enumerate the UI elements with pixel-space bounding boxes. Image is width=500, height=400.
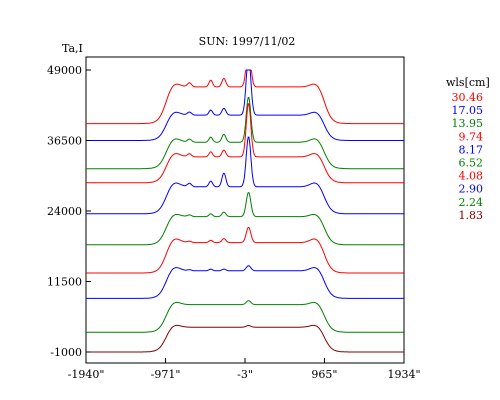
spectral-curves [86, 69, 404, 353]
series-line-30.46 [86, 69, 404, 125]
y-axis-label: Ta,I [62, 42, 83, 55]
legend-item: 1.83 [459, 209, 484, 222]
x-tick-label: 965" [311, 368, 337, 381]
legend: 30.4617.0513.959.748.176.524.082.902.241… [452, 91, 484, 222]
series-line-9.74 [86, 103, 404, 184]
legend-item: 30.46 [452, 91, 484, 104]
legend-item: 9.74 [459, 130, 484, 143]
legend-item: 8.17 [459, 143, 484, 156]
series-line-2.24 [86, 300, 404, 333]
series-line-13.95 [86, 97, 404, 170]
legend-item: 17.05 [452, 104, 484, 117]
legend-item: 2.90 [459, 183, 484, 196]
series-line-8.17 [86, 136, 404, 215]
y-tick-label: -1000 [50, 346, 82, 359]
x-tick-label: -3" [237, 368, 253, 381]
chart-title: SUN: 1997/11/02 [199, 35, 296, 48]
x-tick-label: -1940" [68, 368, 105, 381]
x-tick-label: 1934" [387, 368, 420, 381]
series-line-17.05 [86, 69, 404, 141]
legend-title: wls[cm] [446, 76, 490, 89]
axes-ticks: -1940" -971" -3" 965" 1934" 49000 36500 24000 11… [47, 64, 421, 381]
y-tick-label: 36500 [47, 135, 82, 148]
y-tick-label: 11500 [47, 276, 82, 289]
legend-item: 4.08 [459, 170, 484, 183]
y-tick-label: 49000 [47, 64, 82, 77]
series-line-1.83 [86, 324, 404, 353]
series-line-4.08 [86, 227, 404, 274]
legend-item: 13.95 [452, 117, 484, 130]
x-tick-label: -971" [151, 368, 181, 381]
legend-item: 6.52 [459, 157, 484, 170]
series-line-2.90 [86, 265, 404, 299]
y-tick-label: 24000 [47, 205, 82, 218]
series-line-6.52 [86, 192, 404, 246]
legend-item: 2.24 [459, 196, 484, 209]
